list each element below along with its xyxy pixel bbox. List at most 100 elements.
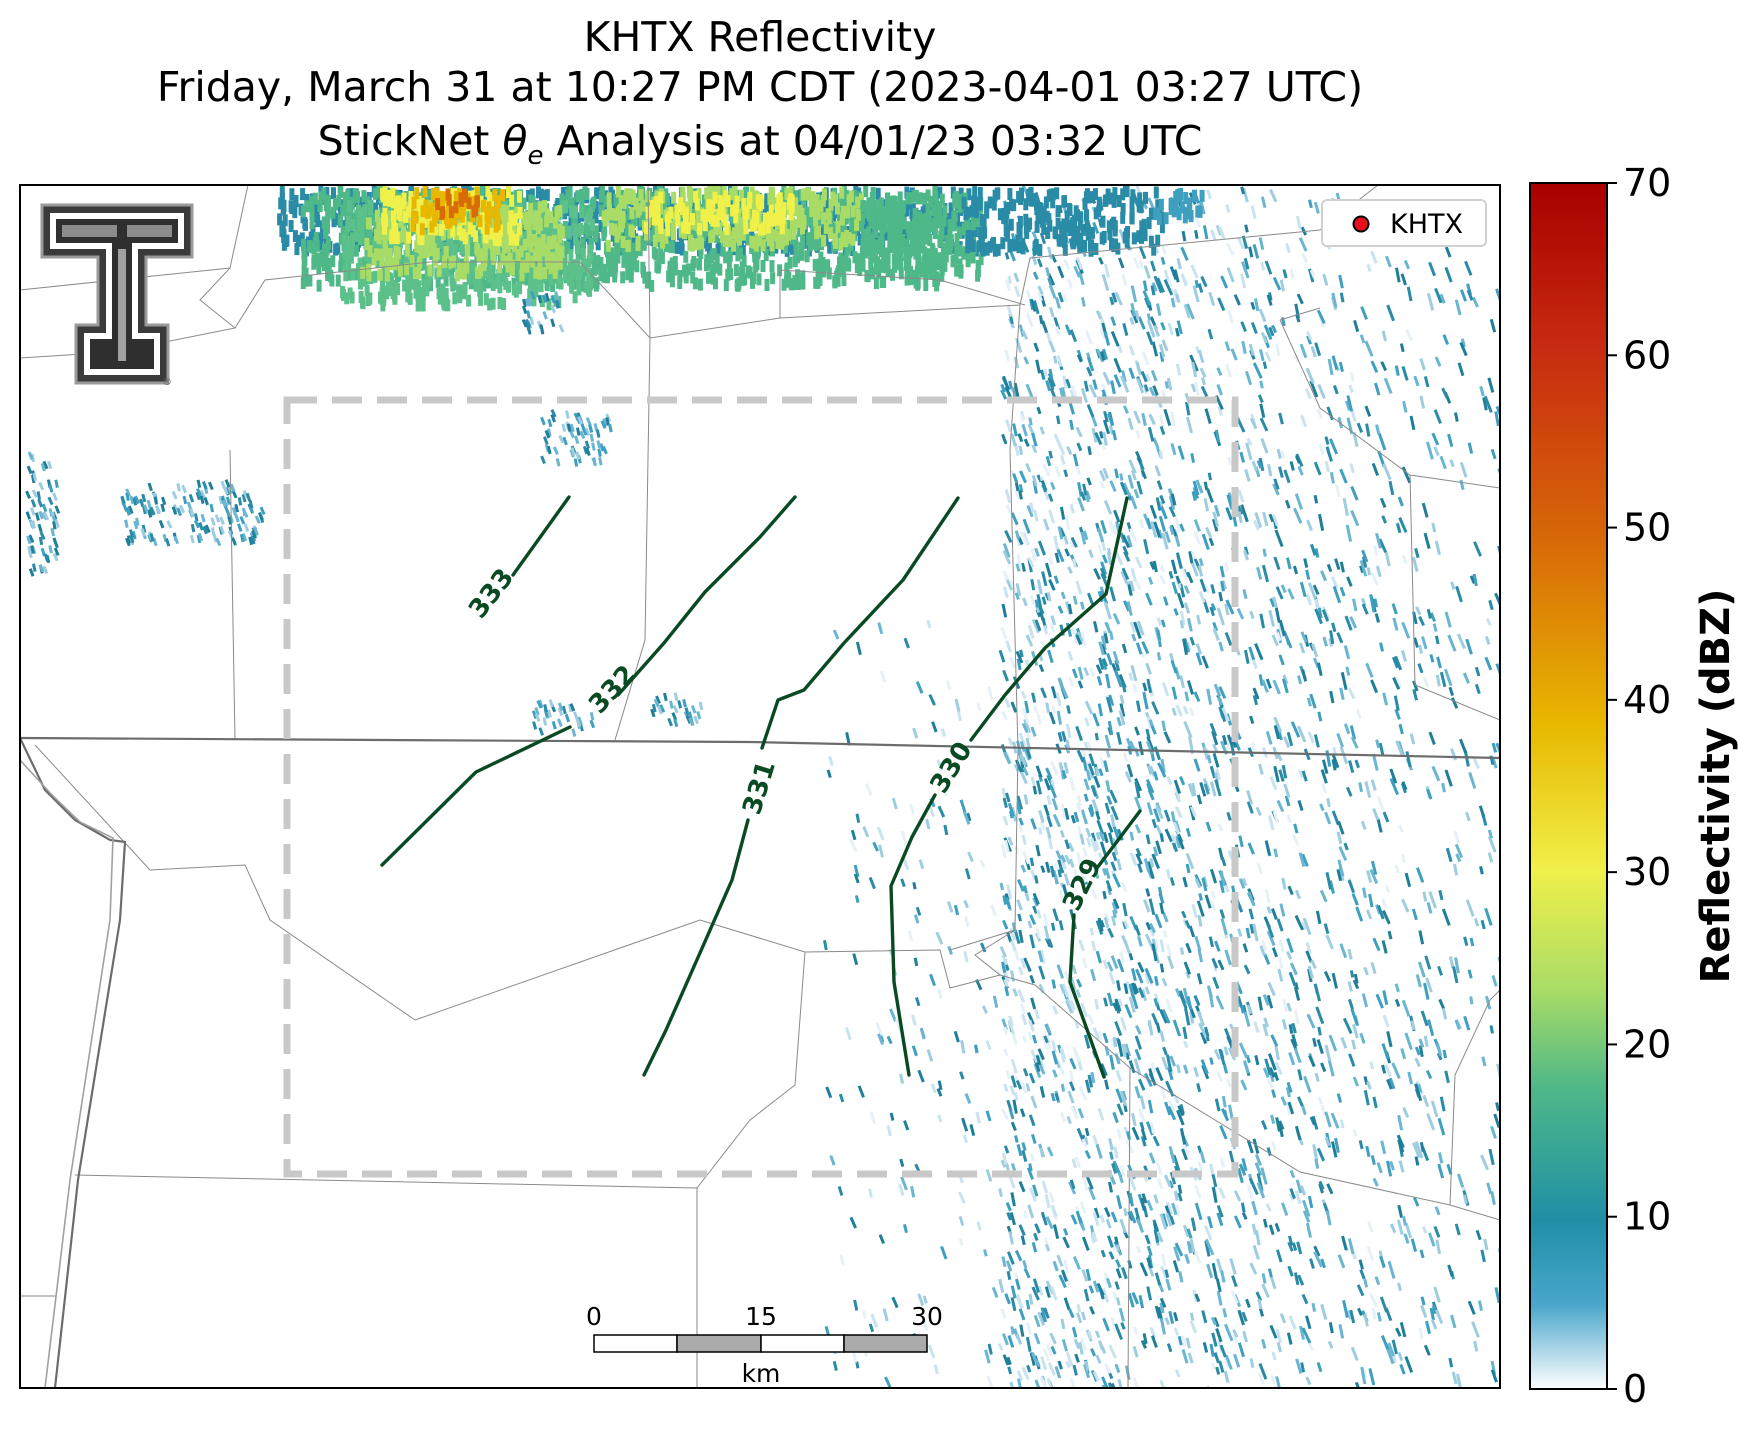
radar-echo (1088, 549, 1094, 559)
radar-echo (1022, 1035, 1028, 1044)
radar-echo (876, 826, 885, 841)
radar-echo (1034, 1223, 1041, 1234)
map-area: 333 332 331 330 329 ® KHTX 0 15 30 (20, 185, 1500, 1388)
radar-echo (1475, 1229, 1482, 1241)
radar-echo (974, 225, 980, 237)
radar-echo (1259, 613, 1266, 629)
radar-echo (910, 1185, 916, 1198)
radar-echo (1391, 1062, 1401, 1080)
radar-echo (1092, 379, 1098, 390)
radar-echo (361, 190, 367, 203)
radar-echo (1159, 1318, 1166, 1335)
radar-echo (923, 267, 929, 279)
radar-echo (1015, 1079, 1023, 1090)
radar-echo (1155, 840, 1162, 855)
radar-echo (1153, 846, 1159, 857)
radar-echo (853, 873, 860, 884)
radar-echo (1013, 443, 1020, 457)
radar-echo (1369, 594, 1376, 613)
radar-echo (1160, 758, 1166, 773)
radar-echo (1377, 450, 1386, 468)
radar-echo (1292, 834, 1300, 846)
radar-echo (1153, 324, 1160, 337)
radar-echo (1103, 410, 1109, 423)
radar-echo (1160, 256, 1166, 265)
radar-echo (1434, 635, 1440, 645)
radar-echo (1209, 1057, 1214, 1065)
radar-echo (1012, 988, 1019, 997)
radar-echo (1168, 1310, 1175, 1324)
radar-echo (1112, 612, 1121, 625)
radar-echo (1012, 423, 1018, 437)
radar-echo (1382, 463, 1392, 481)
radar-echo (1386, 1160, 1393, 1177)
radar-echo (999, 882, 1005, 891)
radar-echo (1395, 267, 1401, 283)
radar-echo (1404, 1032, 1413, 1051)
radar-echo (1017, 879, 1025, 892)
radar-echo (1259, 1308, 1265, 1317)
radar-echo (827, 241, 833, 254)
radar-echo (1109, 480, 1117, 492)
radar-echo (1354, 759, 1360, 769)
radar-echo (1170, 811, 1176, 823)
radar-echo (1094, 732, 1099, 741)
radar-echo (1098, 831, 1106, 842)
radar-echo (1361, 549, 1369, 563)
radar-echo (1401, 898, 1410, 913)
radar-echo (1062, 884, 1069, 898)
radar-echo (1462, 1194, 1468, 1204)
radar-echo (1005, 792, 1011, 803)
radar-echo (1480, 919, 1486, 930)
radar-echo (1155, 497, 1162, 511)
radar-echo (1098, 1340, 1104, 1350)
radar-echo (317, 200, 323, 212)
radar-echo (1188, 805, 1196, 821)
radar-echo (1263, 953, 1271, 965)
radar-echo (668, 218, 674, 231)
radar-echo (1465, 638, 1473, 655)
radar-echo (314, 202, 320, 215)
radar-echo (601, 270, 607, 283)
radar-echo (1104, 912, 1111, 923)
radar-echo (1140, 1128, 1148, 1141)
radar-echo (1182, 705, 1189, 715)
radar-echo (1085, 827, 1092, 838)
radar-echo (1189, 1312, 1195, 1321)
radar-echo (1194, 873, 1203, 888)
radar-echo (1433, 409, 1442, 424)
radar-echo (955, 216, 960, 229)
radar-echo (717, 263, 723, 276)
radar-echo (1006, 884, 1013, 900)
radar-echo (1028, 1293, 1034, 1305)
radar-echo (1101, 1376, 1109, 1388)
theta-subscript: e (527, 141, 544, 172)
radar-echo (1485, 617, 1492, 626)
radar-echo (1072, 1364, 1078, 1376)
radar-echo (953, 904, 960, 916)
radar-echo (1126, 601, 1133, 616)
radar-echo (1438, 889, 1444, 901)
radar-echo (1227, 456, 1233, 466)
radar-echo (1328, 1034, 1338, 1052)
radar-echo (871, 217, 877, 230)
radar-echo (1173, 1312, 1179, 1322)
radar-echo (1003, 1026, 1009, 1036)
radar-echo (1378, 538, 1388, 554)
radar-echo (1406, 286, 1413, 302)
radar-echo (800, 270, 806, 283)
radar-echo (1322, 273, 1329, 286)
radar-echo (322, 243, 328, 256)
radar-echo (421, 258, 427, 271)
radar-echo (1068, 1069, 1075, 1083)
radar-echo (1287, 588, 1295, 600)
radar-echo (871, 240, 877, 253)
radar-echo (1204, 1225, 1213, 1241)
radar-echo (1264, 889, 1271, 904)
radar-echo (954, 698, 961, 712)
radar-echo (843, 255, 849, 268)
radar-echo (1208, 291, 1216, 306)
radar-echo (858, 219, 864, 232)
radar-echo (925, 818, 931, 830)
radar-echo (1069, 539, 1075, 549)
